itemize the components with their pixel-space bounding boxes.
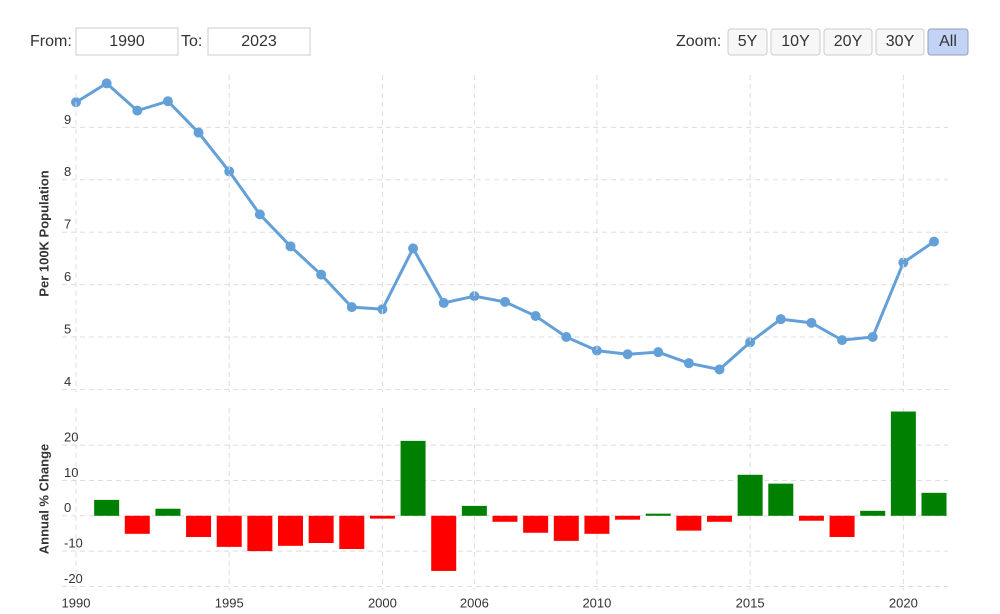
bar (155, 508, 181, 516)
bar (278, 515, 303, 546)
y-tick-label: 9 (64, 112, 71, 127)
bar (798, 515, 824, 521)
zoom-label: Zoom: (676, 33, 721, 50)
point (683, 358, 694, 369)
bar (216, 515, 242, 547)
y-tick-label: 6 (64, 269, 71, 284)
bar (553, 515, 579, 541)
x-tick-label: 2000 (368, 595, 397, 610)
bar (584, 515, 610, 534)
y-tick-label: 8 (64, 164, 71, 179)
bar (523, 515, 549, 533)
bar (431, 515, 457, 571)
zoom-button[interactable] (927, 28, 969, 56)
bar (461, 505, 487, 516)
from-label: From: (30, 33, 72, 50)
point (469, 291, 480, 302)
zoom-button[interactable] (823, 28, 873, 56)
point (929, 236, 939, 247)
y-tick-label: 0 (64, 500, 71, 515)
y-tick-label: 4 (64, 374, 71, 389)
x-tick-label: 1995 (215, 595, 244, 610)
point (653, 347, 664, 358)
x-tick-label: 2010 (582, 595, 611, 610)
y-tick-label: 5 (64, 321, 71, 336)
bar (94, 499, 120, 516)
zoom-button-label[interactable]: 30Y (886, 33, 915, 50)
point (193, 127, 204, 138)
y-axis-label: Per 100K Population (36, 170, 51, 296)
y-tick-label: -10 (64, 536, 83, 551)
bar (615, 515, 641, 520)
bar (369, 515, 395, 519)
bar (308, 515, 334, 543)
to-value[interactable]: 2023 (241, 33, 277, 50)
point (775, 314, 786, 325)
bar (890, 411, 916, 516)
y-tick-label: 20 (64, 430, 78, 445)
zoom-button-label[interactable]: All (939, 33, 957, 50)
zoom-button[interactable] (727, 28, 768, 56)
x-tick-label: 1990 (62, 595, 91, 610)
x-tick-label: 2020 (889, 595, 918, 610)
point (132, 105, 143, 116)
bar (400, 440, 426, 516)
bar (829, 515, 855, 537)
point (285, 241, 296, 252)
point (530, 311, 541, 322)
bar (645, 513, 671, 516)
point (898, 257, 909, 268)
point (806, 317, 817, 328)
bar (492, 515, 518, 522)
from-value[interactable]: 1990 (109, 33, 145, 50)
zoom-button[interactable] (875, 28, 925, 56)
bar (707, 515, 732, 522)
bar (676, 515, 702, 531)
y-tick-label: 7 (64, 217, 71, 232)
point (867, 331, 878, 342)
zoom-button-label[interactable]: 5Y (738, 33, 758, 50)
point (162, 96, 173, 107)
bar (860, 510, 886, 516)
point (714, 364, 725, 375)
bar (921, 492, 947, 516)
point (438, 297, 449, 308)
point (837, 335, 848, 346)
y-tick-label: -20 (64, 571, 83, 586)
point (745, 337, 756, 348)
point (591, 345, 602, 356)
line (75, 81, 935, 372)
point (254, 209, 265, 220)
point (561, 331, 572, 342)
point (101, 78, 112, 89)
y-axis-label: Annual % Change (36, 444, 51, 555)
bar (737, 474, 763, 516)
zoom-button-label[interactable]: 20Y (834, 33, 863, 50)
bar (186, 515, 212, 537)
to-label: To: (181, 33, 202, 50)
to-input[interactable] (207, 27, 311, 56)
y-tick-label: 10 (64, 465, 78, 480)
zoom-button[interactable] (770, 28, 821, 56)
from-input[interactable] (75, 27, 179, 56)
x-tick-label: 2015 (736, 595, 765, 610)
zoom-button-label[interactable]: 10Y (781, 33, 810, 50)
point (408, 243, 419, 254)
point (500, 296, 510, 307)
x-tick-label: 2006 (460, 595, 489, 610)
point (224, 166, 235, 177)
point (622, 349, 633, 360)
bar (124, 515, 150, 534)
bar (768, 483, 794, 516)
bar (247, 515, 273, 552)
point (346, 302, 357, 313)
bar (339, 515, 365, 550)
point (316, 269, 327, 280)
